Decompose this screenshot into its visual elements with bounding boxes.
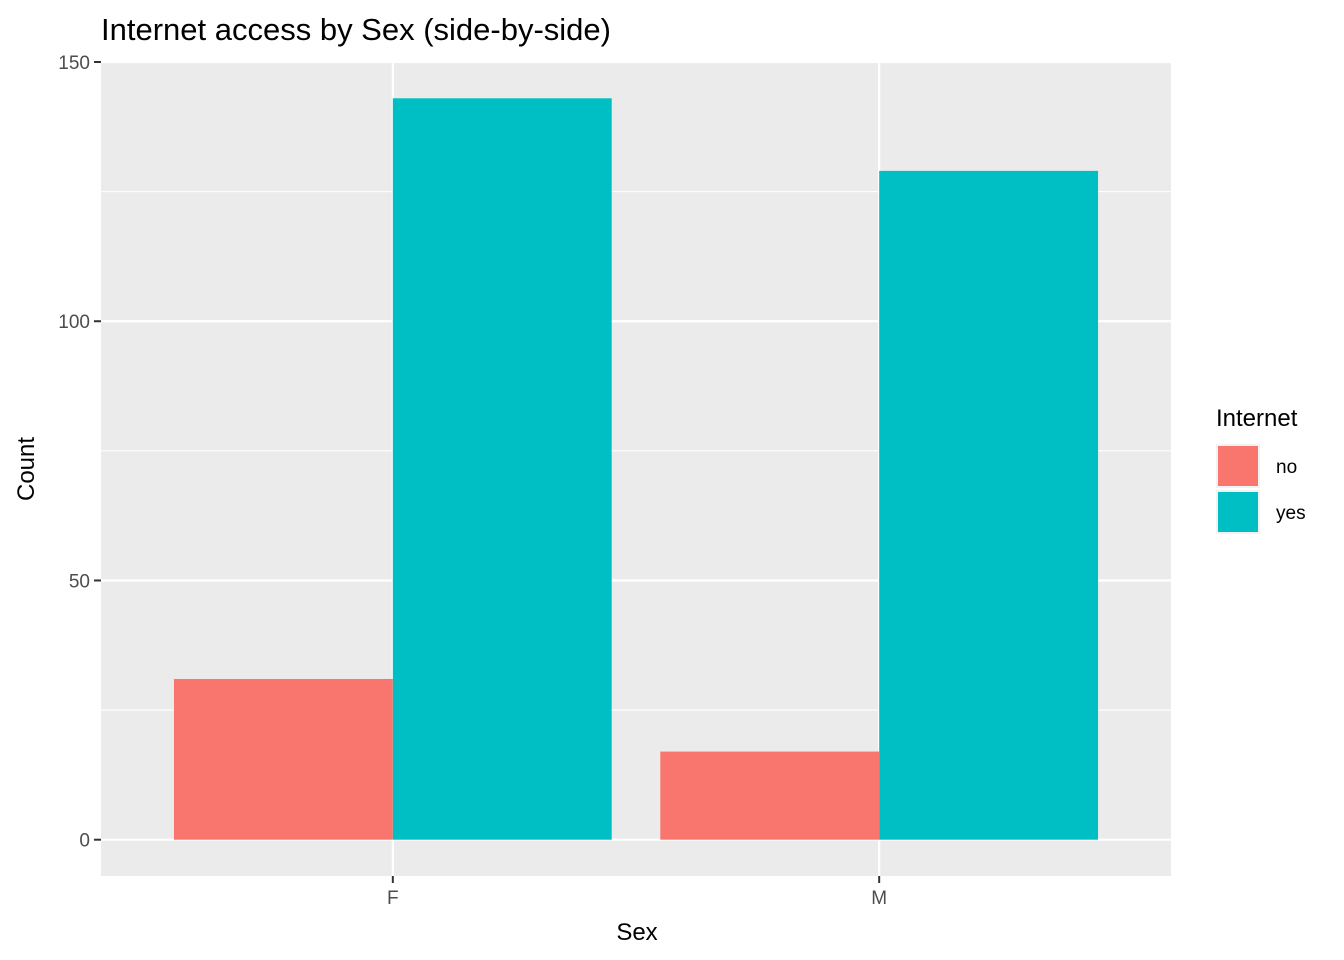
bar-yes-M [879,170,1099,840]
legend-swatch-yes [1218,492,1258,532]
chart-title: Internet access by Sex (side-by-side) [101,12,611,47]
bars [173,98,1099,840]
y-axis: 0 50 100 150 [58,53,101,852]
y-tick-label: 0 [79,831,90,852]
legend-title: Internet [1216,405,1298,432]
x-axis-title: Sex [616,919,657,946]
y-tick-label: 150 [58,53,90,74]
x-tick-label: M [871,888,887,909]
legend-swatch-no [1218,446,1258,486]
y-axis-title: Count [13,437,40,501]
y-tick-label: 50 [69,571,90,592]
legend: Internet no yes [1216,405,1306,534]
legend-label-yes: yes [1276,503,1306,524]
y-tick-label: 100 [58,312,90,333]
bar-no-F [173,678,393,840]
legend-label-no: no [1276,457,1297,478]
bar-yes-F [392,98,612,840]
bar-no-M [660,751,880,840]
x-tick-label: F [387,888,399,909]
